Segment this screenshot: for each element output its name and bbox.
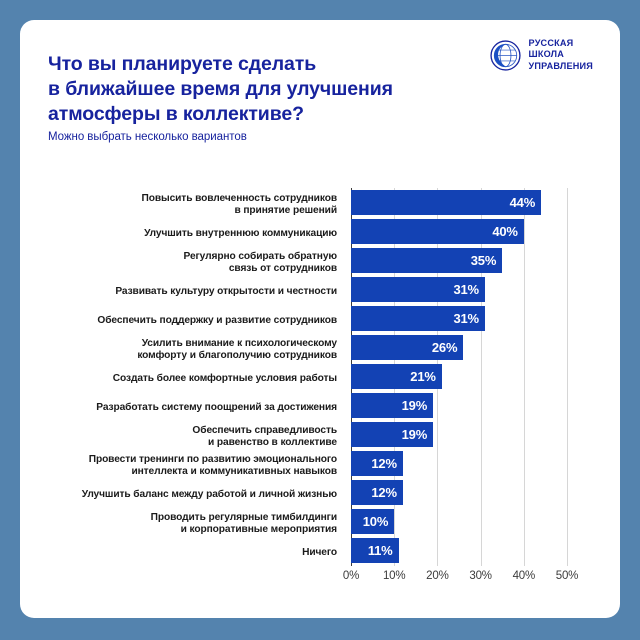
bar: 19% [351,422,434,447]
bar: 31% [351,277,485,302]
gridline [480,188,482,566]
bar: 10% [351,509,395,534]
page-title: Что вы планируете сделать в ближайшее вр… [48,52,428,127]
bar-value-label: 19% [401,427,428,442]
bar-row: 44% [351,190,611,219]
bar: 12% [351,480,403,505]
bar-value-label: 10% [362,514,389,529]
gridline [523,188,525,566]
category-row: Повысить вовлеченность сотрудников в при… [20,190,345,219]
logo-line-2: ШКОЛА [528,49,565,60]
bar-row: 31% [351,306,611,335]
bar-value-label: 21% [410,369,436,384]
category-label: Повысить вовлеченность сотрудников в при… [141,192,337,216]
category-row: Провести тренинги по развитию эмоциональ… [20,451,345,480]
category-label: Проводить регулярные тимбилдинги и корпо… [150,511,337,535]
bar-value-label: 31% [453,282,479,297]
x-tick-label: 10% [382,570,406,582]
category-row: Обеспечить поддержку и развитие сотрудни… [20,306,345,335]
bar: 26% [351,335,464,360]
category-label: Создать более комфортные условия работы [112,372,337,384]
bar-row: 12% [351,451,611,480]
chart-bars: 44% 40% 35% 31% 31% 26% 21% 19% 19% 12% 12% 10% 11% [351,190,611,567]
category-row: Развивать культуру открытости и честност… [20,277,345,306]
bar: 19% [351,393,434,418]
bar: 12% [351,451,403,476]
category-label: Разработать систему поощрений за достиже… [96,401,337,413]
title-line-2: в ближайшее время для улучшения [48,78,393,100]
category-row: Разработать систему поощрений за достиже… [20,393,345,422]
category-label: Усилить внимание к психологическому комф… [137,337,337,361]
bar-row: 35% [351,248,611,277]
bar-value-label: 19% [401,398,428,413]
x-axis-ticks: 0% 10% 20% 30% 40% 50% [343,570,611,588]
brand-logo: РУССКАЯ ШКОЛА УПРАВЛЕНИЯ [489,38,593,72]
x-tick-label: 0% [342,570,360,582]
bar-row: 10% [351,509,611,538]
bar: 31% [351,306,485,331]
category-row: Улучшить внутреннюю коммуникацию [20,219,345,248]
bar: 35% [351,248,503,273]
bar-row: 21% [351,364,611,393]
category-row: Усилить внимание к психологическому комф… [20,335,345,364]
page-subtitle: Можно выбрать несколько вариантов [48,131,247,143]
bar-value-label: 11% [367,543,393,558]
logo-line-1: РУССКАЯ [528,38,574,48]
bar-value-label: 44% [509,195,536,210]
category-row: Ничего [20,538,345,567]
bar-value-label: 40% [492,224,518,239]
bar-value-label: 35% [470,253,497,268]
category-label: Регулярно собирать обратную связь от сот… [183,250,338,274]
bar-value-label: 12% [371,456,397,471]
x-tick-label: 20% [426,570,449,582]
category-label: Обеспечить справедливость и равенство в … [192,424,337,448]
bar-value-label: 26% [431,340,458,355]
header: Что вы планируете сделать в ближайшее вр… [20,20,620,160]
logo-wordmark: РУССКАЯ ШКОЛА УПРАВЛЕНИЯ [529,38,593,72]
category-row: Проводить регулярные тимбилдинги и корпо… [20,509,345,538]
category-label: Улучшить баланс между работой и личной ж… [81,488,337,500]
poster-card: Что вы планируете сделать в ближайшее вр… [20,20,620,618]
bar-row: 19% [351,393,611,422]
bar-row: 31% [351,277,611,306]
x-tick-label: 50% [555,570,579,582]
category-label: Улучшить внутреннюю коммуникацию [144,227,337,239]
category-row: Регулярно собирать обратную связь от сот… [20,248,345,277]
x-tick-label: 30% [469,570,492,582]
bar-row: 19% [351,422,611,451]
globe-icon [489,39,522,72]
title-line-1: Что вы планируете сделать [48,53,317,75]
category-row: Улучшить баланс между работой и личной ж… [20,480,345,509]
category-label: Провести тренинги по развитию эмоциональ… [88,453,337,477]
bar-row: 12% [351,480,611,509]
bar: 40% [351,219,524,244]
bar-value-label: 12% [371,485,397,500]
bar-row: 11% [351,538,611,567]
category-row: Обеспечить справедливость и равенство в … [20,422,345,451]
gridline [567,188,568,566]
bar-chart: Повысить вовлеченность сотрудников в при… [20,160,620,618]
category-label: Ничего [302,546,337,558]
category-label: Развивать культуру открытости и честност… [115,285,337,297]
category-labels: Повысить вовлеченность сотрудников в при… [20,190,345,567]
bar-row: 40% [351,219,611,248]
x-tick-label: 40% [512,570,536,582]
logo-line-3: УПРАВЛЕНИЯ [528,60,593,71]
bar-row: 26% [351,335,611,364]
category-row: Создать более комфортные условия работы [20,364,345,393]
title-line-3: атмосферы в коллективе? [48,103,304,125]
bar: 11% [351,538,399,563]
bar: 21% [351,364,442,389]
bar-value-label: 31% [453,311,479,326]
bar: 44% [351,190,542,215]
category-label: Обеспечить поддержку и развитие сотрудни… [97,314,337,326]
